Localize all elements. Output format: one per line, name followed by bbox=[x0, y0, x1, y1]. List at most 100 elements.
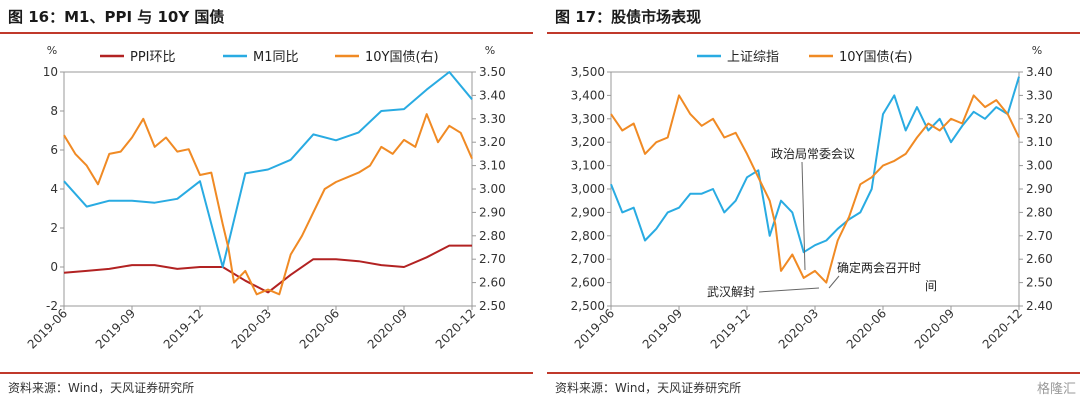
x-tick-label: 2020-03 bbox=[776, 306, 821, 351]
left-tick-label: 3,000 bbox=[571, 182, 605, 196]
plot-frame bbox=[63, 71, 473, 307]
x-tick-group: 2019-06 bbox=[25, 306, 70, 351]
right-tick-label: 3.00 bbox=[1026, 159, 1053, 173]
figure-17-panel: 图 17：股债市场表现 3,500 3,400 3,300 3,200 3,100 3,0… bbox=[547, 0, 1080, 401]
x-tick-label: 2020-12 bbox=[980, 306, 1025, 351]
right-tick-label: 2.60 bbox=[479, 276, 506, 290]
left-tick-label: 3,100 bbox=[571, 159, 605, 173]
x-tick-group: 2020-12 bbox=[980, 306, 1025, 351]
left-tick-label: 2,500 bbox=[571, 299, 605, 313]
right-tick-label: 3.00 bbox=[479, 182, 506, 196]
annotation-leader bbox=[828, 275, 840, 289]
x-tick-label: 2020-12 bbox=[433, 306, 478, 351]
series-line-1 bbox=[610, 94, 1020, 284]
series-line-1 bbox=[63, 71, 473, 268]
left-tick-label: 4 bbox=[50, 182, 58, 196]
x-tick-label: 2020-06 bbox=[844, 306, 889, 351]
x-tick-group: 2020-09 bbox=[365, 306, 410, 351]
x-tick-group: 2019-12 bbox=[708, 306, 753, 351]
right-tick-label: 3.20 bbox=[479, 135, 506, 149]
right-tick-label: 2.60 bbox=[1026, 252, 1053, 266]
right-tick-label: 3.40 bbox=[479, 88, 506, 102]
right-tick-label: 2.80 bbox=[479, 229, 506, 243]
right-tick-label: 2.50 bbox=[1026, 276, 1053, 290]
annotation-leader bbox=[801, 161, 806, 271]
x-tick-label: 2019-12 bbox=[708, 306, 753, 351]
figure-16-chart: 10 8 6 4 2 0 -2 3.50 3.40 3.30 3.20 3.10 3.00 2.90 2.8… bbox=[25, 44, 506, 352]
source-note: 资料来源：Wind，天风证券研究所 bbox=[555, 381, 742, 395]
annotation-leader bbox=[758, 287, 820, 293]
x-tick-group: 2019-12 bbox=[161, 306, 206, 351]
left-tick-label: 2,600 bbox=[571, 276, 605, 290]
x-tick-group: 2019-09 bbox=[640, 306, 685, 351]
x-tick-label: 2020-09 bbox=[365, 306, 410, 351]
right-tick-label: 3.30 bbox=[1026, 88, 1053, 102]
source-note: 资料来源：Wind，天风证券研究所 bbox=[8, 381, 195, 395]
right-unit-label: % bbox=[1032, 44, 1042, 57]
right-tick-label: 2.50 bbox=[479, 299, 506, 313]
x-tick-group: 2020-03 bbox=[776, 306, 821, 351]
annotation-label: 确定两会召开时 bbox=[837, 260, 921, 275]
title-rule bbox=[547, 32, 1080, 34]
x-tick-group: 2020-03 bbox=[229, 306, 274, 351]
left-unit-label: % bbox=[47, 44, 57, 57]
x-tick-group: 2019-09 bbox=[93, 306, 138, 351]
right-tick-label: 3.50 bbox=[479, 65, 506, 79]
right-tick-label: 3.20 bbox=[1026, 112, 1053, 126]
right-unit-label: % bbox=[485, 44, 495, 57]
x-tick-label: 2019-12 bbox=[161, 306, 206, 351]
left-tick-label: 3,400 bbox=[571, 88, 605, 102]
x-tick-label: 2020-06 bbox=[297, 306, 342, 351]
figure-17-title: 图 17：股债市场表现 bbox=[555, 8, 702, 26]
left-tick-label: -2 bbox=[46, 299, 58, 313]
x-tick-group: 2020-06 bbox=[297, 306, 342, 351]
x-tick-group: 2020-12 bbox=[433, 306, 478, 351]
right-tick-label: 3.10 bbox=[479, 159, 506, 173]
annotation-label: 间 bbox=[925, 279, 937, 293]
left-tick-label: 3,300 bbox=[571, 112, 605, 126]
left-tick-label: 10 bbox=[43, 65, 58, 79]
x-tick-group: 2020-06 bbox=[844, 306, 889, 351]
x-tick-label: 2019-06 bbox=[25, 306, 70, 351]
x-tick-group: 2020-09 bbox=[912, 306, 957, 351]
right-tick-label: 2.70 bbox=[479, 252, 506, 266]
right-tick-label: 2.80 bbox=[1026, 205, 1053, 219]
x-tick-label: 2019-09 bbox=[640, 306, 685, 351]
legend-label: M1同比 bbox=[253, 50, 299, 65]
legend-label: 10Y国债(右) bbox=[365, 50, 439, 65]
x-tick-label: 2019-09 bbox=[93, 306, 138, 351]
legend-label: PPI环比 bbox=[130, 50, 176, 65]
left-tick-label: 3,500 bbox=[571, 65, 605, 79]
left-tick-label: 2 bbox=[50, 221, 58, 235]
title-rule bbox=[0, 32, 533, 34]
figure-16-title: 图 16：M1、PPI 与 10Y 国债 bbox=[8, 8, 225, 26]
legend-label: 10Y国债(右) bbox=[839, 50, 913, 65]
x-tick-label: 2020-03 bbox=[229, 306, 274, 351]
right-tick-label: 2.90 bbox=[1026, 182, 1053, 196]
series-line-0 bbox=[610, 76, 1020, 254]
figure-16-panel: 图 16：M1、PPI 与 10Y 国债 10 8 6 4 2 0 -2 3.50 3.40 3.… bbox=[0, 0, 533, 401]
right-tick-label: 2.70 bbox=[1026, 229, 1053, 243]
series-line-2 bbox=[63, 113, 473, 296]
left-tick-label: 2,800 bbox=[571, 229, 605, 243]
right-tick-label: 3.40 bbox=[1026, 65, 1053, 79]
annotation-label: 政治局常委会议 bbox=[771, 147, 855, 161]
x-tick-label: 2020-09 bbox=[912, 306, 957, 351]
left-tick-label: 2,900 bbox=[571, 205, 605, 219]
left-tick-label: 0 bbox=[50, 260, 58, 274]
left-tick-label: 2,700 bbox=[571, 252, 605, 266]
figure-17-chart: 3,500 3,400 3,300 3,200 3,100 3,000 2,900 2,800… bbox=[571, 44, 1053, 352]
left-tick-label: 8 bbox=[50, 104, 58, 118]
source-rule bbox=[547, 372, 1080, 374]
left-tick-label: 6 bbox=[50, 143, 58, 157]
x-tick-group: 2019-06 bbox=[572, 306, 617, 351]
x-tick-label: 2019-06 bbox=[572, 306, 617, 351]
right-tick-label: 2.90 bbox=[479, 205, 506, 219]
source-rule bbox=[0, 372, 533, 374]
right-tick-label: 3.30 bbox=[479, 112, 506, 126]
series-line-0 bbox=[63, 244, 472, 294]
legend-label: 上证综指 bbox=[727, 50, 779, 65]
watermark-logo: 格隆汇 bbox=[1036, 382, 1076, 397]
left-tick-label: 3,200 bbox=[571, 135, 605, 149]
right-tick-label: 2.40 bbox=[1026, 299, 1053, 313]
